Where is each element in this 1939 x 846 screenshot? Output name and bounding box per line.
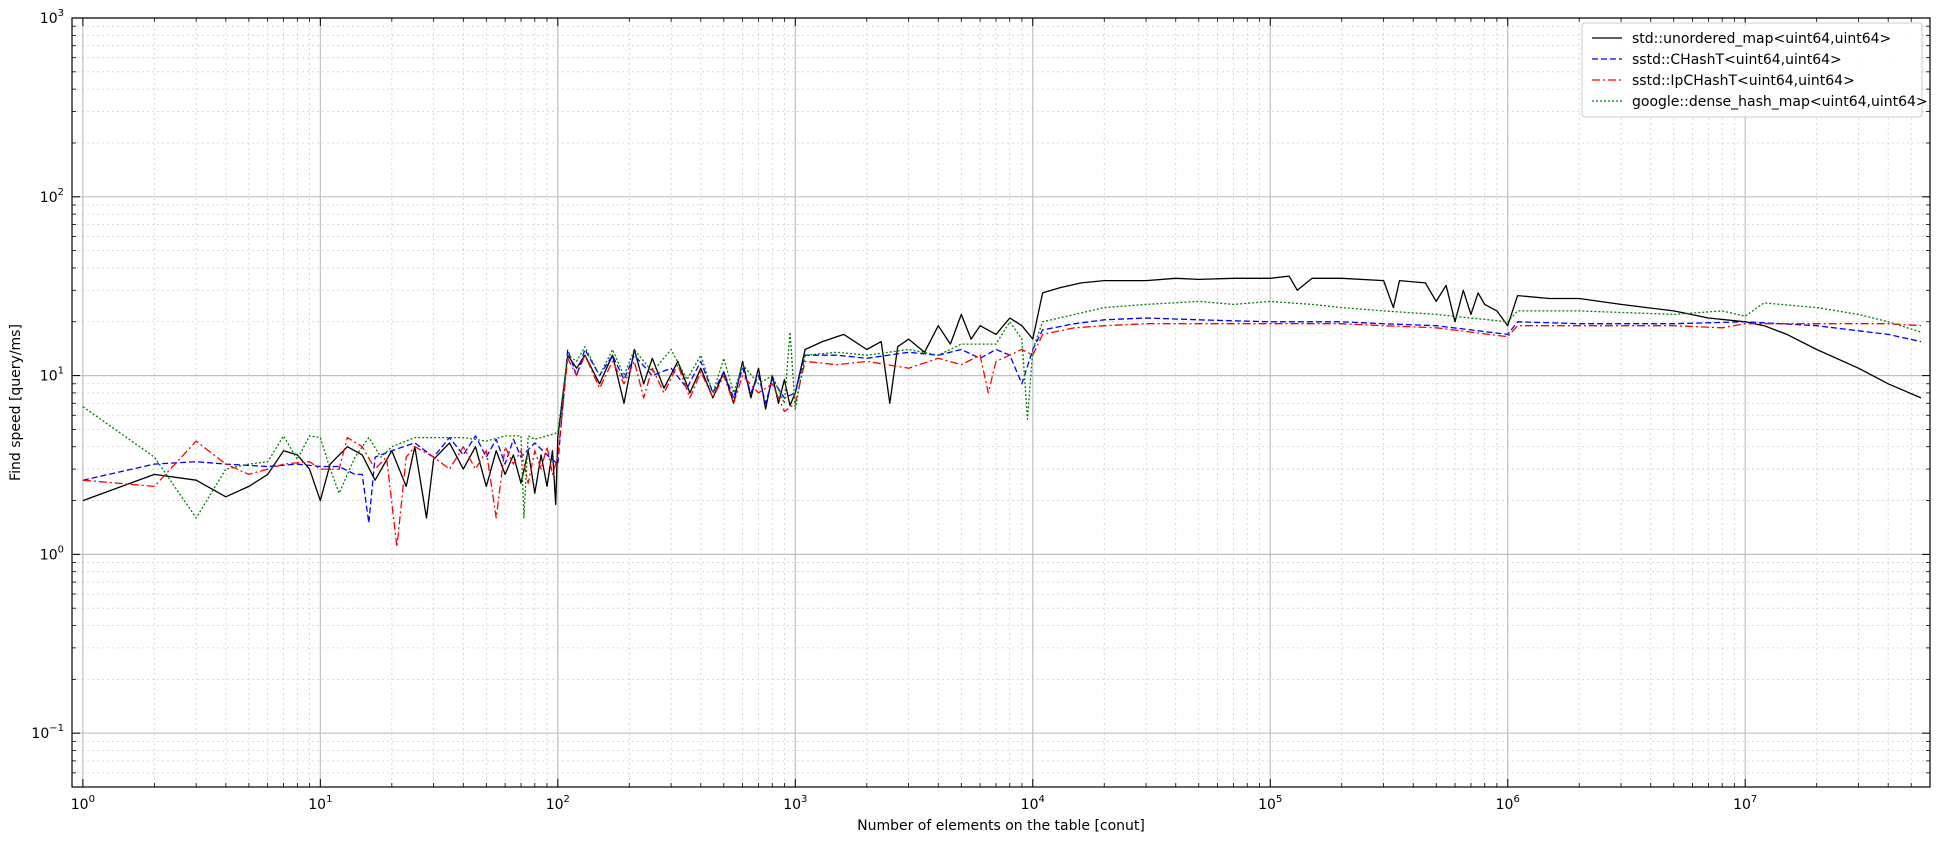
- y-tick-label: 100: [40, 544, 64, 563]
- plot-frame: [71, 17, 1931, 788]
- x-tick-label: 100: [71, 794, 95, 813]
- x-tick-label: 102: [546, 794, 570, 813]
- series-line-1: [82, 275, 1922, 519]
- legend-box: [1581, 22, 1923, 118]
- y-axis-title: Find speed [query/ms]: [8, 324, 24, 481]
- series-line-4: [82, 300, 1922, 519]
- ticks-layer: [72, 17, 1930, 787]
- x-tick-label: 106: [1496, 794, 1520, 813]
- legend: std::unordered_map<uint64,uint64>sstd::C…: [1581, 22, 1928, 118]
- x-tick-label: 103: [783, 794, 807, 813]
- x-tick-label: 101: [308, 794, 332, 813]
- tick-labels: 100 101 102 103 104 105 106 107 10−1 100 101 102 103: [31, 8, 1757, 813]
- y-tick-label: 102: [40, 187, 64, 206]
- x-tick-label: 107: [1733, 794, 1757, 813]
- legend-label: sstd::CHashT<uint64,uint64>: [1632, 52, 1842, 68]
- y-tick-label: 101: [40, 366, 64, 385]
- legend-label: google::dense_hash_map<uint64,uint64>: [1632, 94, 1928, 110]
- legend-label: std::unordered_map<uint64,uint64>: [1632, 31, 1891, 47]
- x-tick-label: 105: [1258, 794, 1282, 813]
- legend-label: sstd::IpCHashT<uint64,uint64>: [1632, 73, 1855, 89]
- series-line-2: [82, 317, 1922, 524]
- y-tick-label: 10−1: [31, 723, 64, 742]
- series-line-3: [82, 323, 1922, 548]
- major-grid: [72, 17, 1930, 787]
- series-layer: [82, 275, 1922, 548]
- x-tick-label: 104: [1021, 794, 1045, 813]
- x-axis-title: Number of elements on the table [conut]: [857, 818, 1145, 834]
- minor-grid: [72, 18, 1930, 787]
- y-tick-label: 103: [40, 8, 64, 27]
